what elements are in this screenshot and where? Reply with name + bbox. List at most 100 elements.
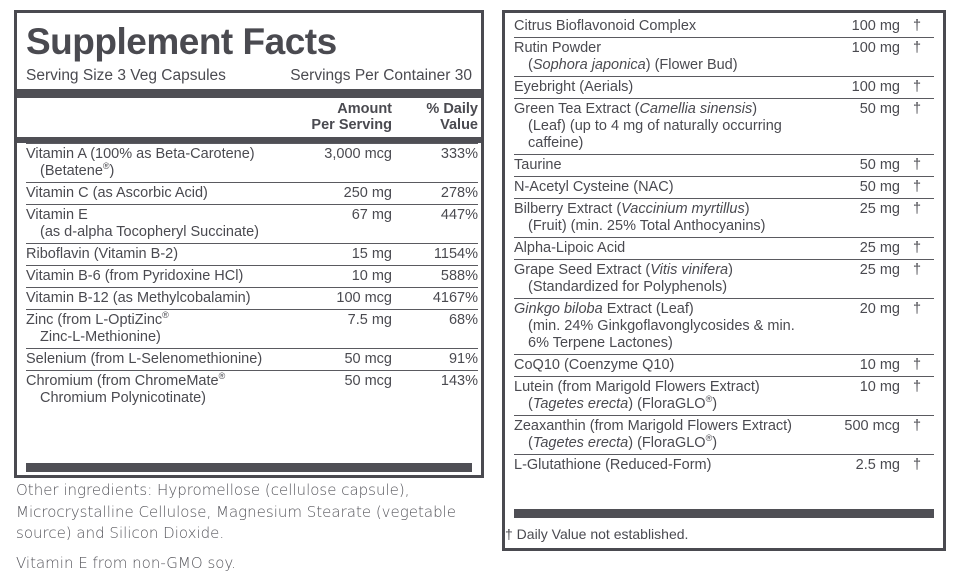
table-row: Lutein (from Marigold Flowers Extract)(T… — [514, 377, 934, 416]
ingredient-amount: 100 mg — [814, 77, 900, 99]
ingredient-amount: 100 mcg — [272, 288, 392, 310]
percent-daily-value: 91% — [392, 349, 478, 371]
percent-daily-value: 4167% — [392, 288, 478, 310]
ingredient-amount: 50 mcg — [272, 349, 392, 371]
table-row: Vitamin A (100% as Beta-Carotene)(Betate… — [26, 144, 478, 183]
header-divider-bar — [17, 89, 481, 98]
label-header: Supplement Facts Serving Size 3 Veg Caps… — [17, 13, 481, 89]
percent-daily-value: 447% — [392, 205, 478, 244]
serving-size: Serving Size 3 Veg Capsules — [26, 67, 226, 85]
ingredient-amount: 100 mg — [814, 16, 900, 38]
ingredient-name: Taurine — [514, 155, 814, 177]
supplement-facts-panel: Supplement Facts Serving Size 3 Veg Caps… — [14, 10, 484, 478]
percent-daily-value: 278% — [392, 183, 478, 205]
daily-value-dagger: † — [900, 16, 934, 38]
ingredient-amount: 15 mg — [272, 244, 392, 266]
ingredient-name: Citrus Bioflavonoid Complex — [514, 16, 814, 38]
ingredient-name: Bilberry Extract (Vaccinium myrtillus)(F… — [514, 199, 814, 238]
ingredient-name: Chromium (from ChromeMate®Chromium Polyn… — [26, 371, 272, 410]
ingredient-name: Selenium (from L-Selenomethionine) — [26, 349, 272, 371]
left-nutrient-table: Vitamin A (100% as Beta-Carotene)(Betate… — [26, 143, 478, 409]
ingredient-name: Lutein (from Marigold Flowers Extract)(T… — [514, 377, 814, 416]
daily-value-dagger: † — [900, 377, 934, 416]
table-row: Zinc (from L-OptiZinc®Zinc-L-Methionine)… — [26, 310, 478, 349]
ingredient-name: Zeaxanthin (from Marigold Flowers Extrac… — [514, 416, 814, 455]
percent-daily-value: 68% — [392, 310, 478, 349]
daily-value-dagger: † — [900, 177, 934, 199]
ingredient-name: Vitamin B-6 (from Pyridoxine HCl) — [26, 266, 272, 288]
table-row: Grape Seed Extract (Vitis vinifera)(Stan… — [514, 260, 934, 299]
daily-value-dagger: † — [900, 355, 934, 377]
other-ingredients-text: Other ingredients: Hypromellose (cellulo… — [16, 480, 486, 545]
ingredient-name: N-Acetyl Cysteine (NAC) — [514, 177, 814, 199]
right-bottom-bar-wrap — [514, 509, 934, 518]
daily-value-dagger: † — [900, 260, 934, 299]
percent-daily-value: 1154% — [392, 244, 478, 266]
left-table-body: Vitamin A (100% as Beta-Carotene)(Betate… — [26, 144, 478, 410]
ingredient-amount: 25 mg — [814, 199, 900, 238]
daily-value-footnote: † Daily Value not established. — [505, 520, 943, 543]
ingredient-name: Rutin Powder(Sophora japonica) (Flower B… — [514, 38, 814, 77]
ingredient-amount: 2.5 mg — [814, 455, 900, 477]
daily-value-dagger: † — [900, 238, 934, 260]
ingredient-amount: 20 mg — [814, 299, 900, 355]
table-row: Eyebright (Aerials)100 mg† — [514, 77, 934, 99]
daily-value-dagger: † — [900, 99, 934, 155]
ingredient-amount: 25 mg — [814, 238, 900, 260]
ingredient-amount: 10 mg — [814, 377, 900, 416]
ingredient-name: CoQ10 (Coenzyme Q10) — [514, 355, 814, 377]
serving-info: Serving Size 3 Veg Capsules Servings Per… — [26, 60, 472, 89]
ingredient-name: Riboflavin (Vitamin B-2) — [26, 244, 272, 266]
ingredient-name: Zinc (from L-OptiZinc®Zinc-L-Methionine) — [26, 310, 272, 349]
ingredient-amount: 10 mg — [272, 266, 392, 288]
daily-value-dagger: † — [900, 416, 934, 455]
table-row: Ginkgo biloba Extract (Leaf)(min. 24% Gi… — [514, 299, 934, 355]
percent-daily-value: 588% — [392, 266, 478, 288]
ingredient-amount: 67 mg — [272, 205, 392, 244]
ingredient-name: Green Tea Extract (Camellia sinensis)(Le… — [514, 99, 814, 155]
ingredient-amount: 500 mcg — [814, 416, 900, 455]
ingredient-amount: 7.5 mg — [272, 310, 392, 349]
page-title: Supplement Facts — [26, 13, 472, 60]
percent-daily-value: 333% — [392, 144, 478, 183]
table-row: Chromium (from ChromeMate®Chromium Polyn… — [26, 371, 478, 410]
table-row: Vitamin B-12 (as Methylcobalamin)100 mcg… — [26, 288, 478, 310]
servings-per-container: Servings Per Container 30 — [290, 67, 472, 85]
daily-value-dagger: † — [900, 77, 934, 99]
daily-value-dagger: † — [900, 299, 934, 355]
table-row: CoQ10 (Coenzyme Q10)10 mg† — [514, 355, 934, 377]
ingredient-amount: 10 mg — [814, 355, 900, 377]
table-row: Zeaxanthin (from Marigold Flowers Extrac… — [514, 416, 934, 455]
ingredient-name: Ginkgo biloba Extract (Leaf)(min. 24% Gi… — [514, 299, 814, 355]
daily-value-dagger: † — [900, 455, 934, 477]
ingredient-name: L-Glutathione (Reduced-Form) — [514, 455, 814, 477]
ingredient-amount: 3,000 mcg — [272, 144, 392, 183]
other-ingredients-block: Other ingredients: Hypromellose (cellulo… — [16, 480, 486, 574]
table-row: Selenium (from L-Selenomethionine)50 mcg… — [26, 349, 478, 371]
daily-value-dagger: † — [900, 155, 934, 177]
ingredient-amount: 250 mg — [272, 183, 392, 205]
table-row: Green Tea Extract (Camellia sinensis)(Le… — [514, 99, 934, 155]
daily-value-dagger: † — [900, 38, 934, 77]
ingredient-amount: 50 mg — [814, 177, 900, 199]
ingredient-name: Eyebright (Aerials) — [514, 77, 814, 99]
ingredient-name: Vitamin B-12 (as Methylcobalamin) — [26, 288, 272, 310]
non-gmo-soy-note: Vitamin E from non-GMO soy. — [16, 545, 486, 574]
left-bottom-bar — [26, 463, 472, 472]
ingredient-amount: 25 mg — [814, 260, 900, 299]
percent-daily-value: 143% — [392, 371, 478, 410]
table-row: Vitamin E(as d-alpha Tocopheryl Succinat… — [26, 205, 478, 244]
supplement-facts-label: Supplement Facts Serving Size 3 Veg Caps… — [0, 0, 960, 561]
table-row: N-Acetyl Cysteine (NAC)50 mg† — [514, 177, 934, 199]
